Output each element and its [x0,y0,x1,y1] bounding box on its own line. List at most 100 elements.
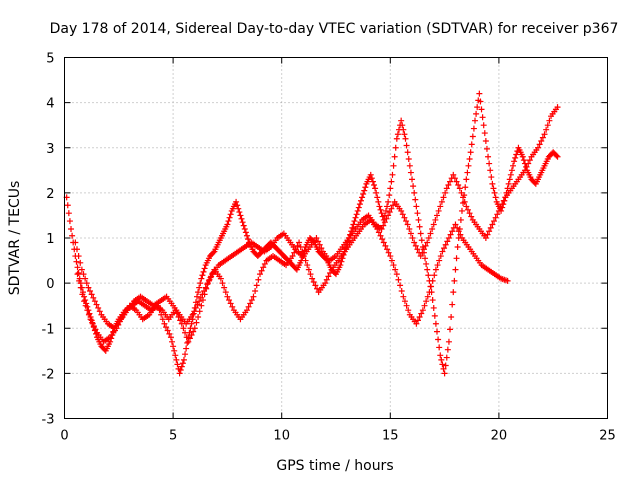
data-point-track-a [417,230,424,237]
data-point-track-a [388,178,395,185]
data-point-track-b [196,298,203,305]
data-point-track-b [403,218,410,225]
data-point-track-b [425,235,432,241]
data-point-track-c [229,303,236,310]
data-point-track-c [250,293,257,300]
data-point-track-a [183,345,190,352]
data-point-track-c [183,334,190,341]
data-point-track-b [450,171,457,178]
data-point-track-a [452,266,459,273]
data-point-track-a [451,277,458,284]
data-point-track-a [439,361,446,368]
data-point-track-c [253,282,260,289]
data-point-track-c [421,302,428,309]
data-point-track-b [96,308,103,315]
data-point-track-b [385,212,392,219]
data-point-track-c [256,271,263,278]
data-point-track-a [73,258,80,265]
data-point-track-a [520,157,527,164]
data-point-track-a [200,268,207,275]
data-point-track-a [554,153,561,160]
data-point-track-c [310,278,317,285]
data-point-track-c [193,319,200,326]
data-point-track-a [210,249,217,256]
data-point-track-c [177,317,184,324]
data-point-track-a [468,141,475,148]
data-point-track-c [289,253,296,260]
data-point-track-a [486,160,493,167]
data-point-track-c [387,253,394,260]
data-point-track-a [505,180,512,187]
data-point-track-b [88,291,95,298]
data-point-track-a [409,176,416,183]
data-point-track-c [297,244,304,251]
data-point-track-a [243,232,250,239]
data-point-track-b [482,235,489,241]
data-point-track-a [462,184,469,191]
data-point-track-a [458,207,465,214]
data-point-track-a [450,289,457,296]
x-tick-label: 0 [60,429,68,444]
data-point-track-a [386,192,393,199]
data-point-track-b [189,311,196,318]
data-point-track-c [504,277,511,284]
data-point-track-b [526,157,533,164]
data-point-track-a [353,211,360,218]
data-point-track-a [66,218,73,225]
data-point-track-b [442,189,449,196]
data-point-track-a [404,149,411,156]
data-point-track-b [383,215,390,222]
data-point-track-c [118,315,125,322]
data-point-track-c [294,242,301,249]
data-point-track-b [75,253,82,260]
data-point-track-c [252,288,259,295]
plot-frame [64,57,608,419]
data-point-track-a [367,171,374,178]
data-point-track-b [401,214,408,221]
data-point-track-c [400,293,407,300]
data-point-track-c [434,262,441,269]
data-point-track-a [406,162,413,169]
data-point-track-b [539,134,546,141]
data-point-track-c [405,307,412,314]
data-point-track-b [430,221,437,228]
data-point-track-a [74,264,81,271]
data-point-track-c [261,260,268,267]
data-point-track-c [398,288,405,295]
data-point-track-b [399,211,406,218]
data-point-track-a [362,184,369,191]
data-point-track-a [166,330,173,337]
data-point-track-a [82,297,89,304]
data-point-track-c [423,298,430,305]
data-point-track-a [453,255,460,262]
y-tick-label: 1 [46,232,54,247]
data-point-track-c [382,242,389,249]
data-point-track-a [180,356,187,363]
data-point-track-c [447,231,454,238]
data-point-track-a [512,154,519,161]
data-point-track-a [444,346,451,353]
data-point-track-c [426,289,433,296]
data-point-track-b [443,185,450,192]
data-point-track-a [360,191,367,198]
data-point-track-b [451,175,458,182]
data-point-track-b [390,202,397,209]
data-point-track-a [463,176,470,183]
data-point-track-a [465,162,472,169]
data-point-track-b [536,141,543,148]
data-point-track-b [315,238,322,245]
y-tick-label: 3 [46,142,54,157]
data-point-track-a [410,183,417,190]
data-point-track-c [84,307,91,314]
data-point-track-c [380,239,387,246]
data-point-track-c [429,277,436,284]
data-point-track-a [182,351,189,358]
data-point-track-c [377,232,384,239]
y-axis-label: SDTVAR / TECUs [7,181,23,296]
data-point-track-c [313,285,320,292]
data-point-track-a [488,174,495,181]
data-point-track-b [461,198,468,205]
x-tick-label: 25 [599,429,616,444]
data-point-track-b [194,301,201,308]
